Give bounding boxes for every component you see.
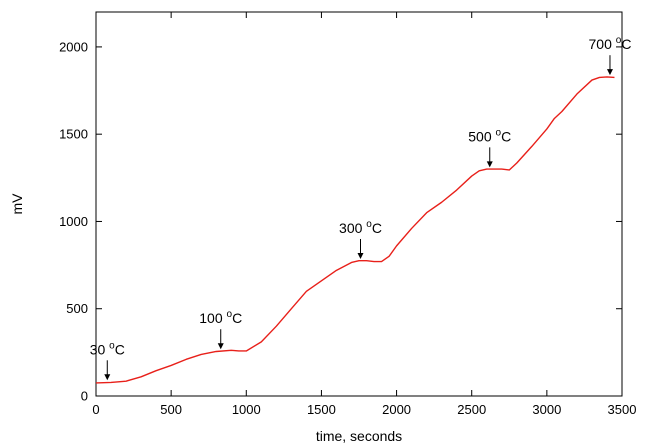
annotation-arrowhead	[217, 343, 224, 350]
annotation-degree: o	[109, 340, 115, 351]
annotation-arrowhead	[357, 252, 364, 259]
annotation-value: 700	[589, 36, 616, 52]
y-axis-label: mV	[9, 193, 25, 215]
annotation-unit: C	[372, 220, 382, 236]
annotation-label: 100 oC	[199, 309, 242, 326]
x-tick-label: 500	[160, 402, 182, 417]
y-tick-label: 0	[81, 389, 88, 404]
x-tick-label: 1000	[232, 402, 261, 417]
y-tick-label: 500	[66, 301, 88, 316]
plot-frame	[95, 11, 623, 397]
annotation-degree: o	[366, 219, 372, 230]
annotation-degree: o	[616, 35, 622, 46]
annotation-label: 700 oC	[589, 35, 632, 52]
annotation-arrowhead	[486, 161, 493, 168]
annotation-arrowhead	[104, 374, 111, 381]
x-tick-label: 3500	[608, 402, 637, 417]
annotation-arrowhead	[606, 69, 613, 76]
annotation: 30 oC	[90, 340, 125, 381]
annotation-unit: C	[115, 341, 125, 357]
x-tick-label: 2000	[382, 402, 411, 417]
annotation: 100 oC	[199, 309, 242, 350]
y-tick-label: 2000	[59, 39, 88, 54]
x-tick-label: 3000	[532, 402, 561, 417]
y-tick-label: 1000	[59, 214, 88, 229]
annotation: 300 oC	[339, 219, 382, 259]
annotation-value: 100	[199, 310, 226, 326]
annotation: 700 oC	[589, 35, 632, 76]
annotation-label: 500 oC	[468, 127, 511, 144]
annotation-unit: C	[501, 128, 511, 144]
x-tick-label: 0	[92, 402, 99, 417]
annotation-value: 300	[339, 220, 366, 236]
annotation-degree: o	[496, 127, 502, 138]
x-axis-ticks: 0 500 1000 1500 2000 2500 3000 3500	[92, 12, 636, 417]
annotation-value: 30	[90, 341, 109, 357]
y-tick-label: 1500	[59, 127, 88, 142]
x-tick-label: 2500	[457, 402, 486, 417]
series-layer	[95, 76, 615, 384]
annotation: 500 oC	[468, 127, 511, 168]
x-tick-label: 1500	[307, 402, 336, 417]
annotation-label: 30 oC	[90, 340, 125, 357]
annotation-unit: C	[621, 36, 631, 52]
x-axis-label: time, seconds	[316, 428, 402, 444]
annotation-unit: C	[232, 310, 242, 326]
annotation-degree: o	[227, 309, 233, 320]
annotation-label: 300 oC	[339, 219, 382, 236]
y-axis-ticks: 0 500 1000 1500 2000	[59, 39, 622, 404]
series-line-0	[95, 76, 615, 384]
annotation-value: 500	[468, 128, 495, 144]
